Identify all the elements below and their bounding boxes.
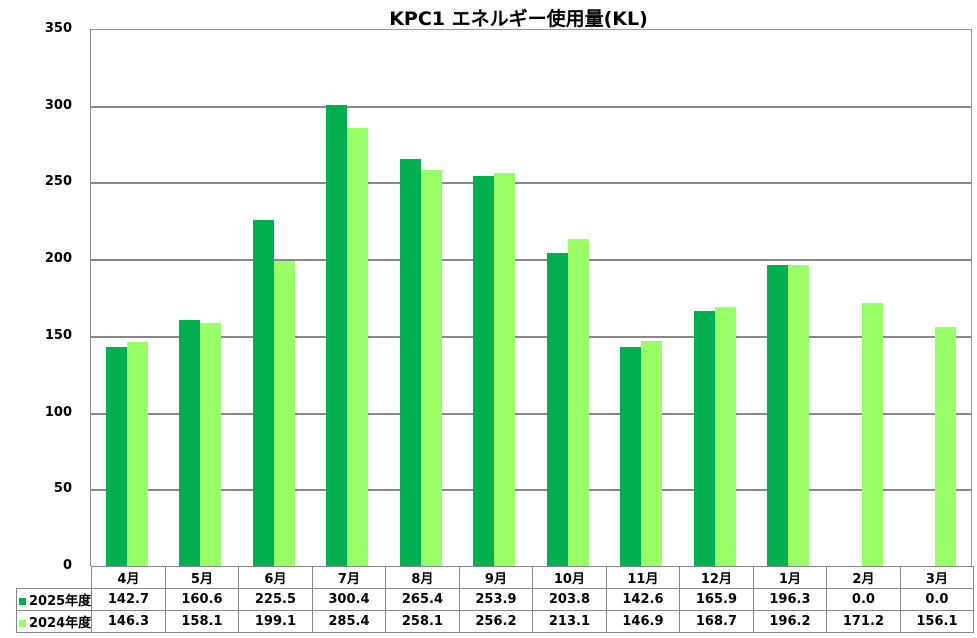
month-header: 5月 [164,566,240,589]
table-cell: 265.4 [385,588,460,611]
gridline [91,335,971,338]
row-label-text: 2025年度 [29,594,92,609]
table-row-2024: 2024年度 146.3 158.1 199.1 285.4 258.1 256.2 213… [15,610,975,633]
y-tick-label: 150 [44,327,72,343]
bar-2025 [546,253,568,566]
bar-2024 [714,307,736,566]
table-row-2025: 2025年度 142.7 160.6 225.5 300.4 265.4 253.9 203… [15,588,975,611]
month-header: 8月 [385,566,460,589]
bar-2025 [620,347,642,566]
y-tick-label: 250 [44,174,72,190]
table-cell: 0.0 [826,588,901,611]
month-header: 11月 [605,566,681,589]
table-cell: 203.8 [532,588,607,611]
table-cell: 253.9 [458,588,534,611]
month-header: 1月 [752,566,828,589]
bar-2024 [273,260,295,566]
y-tick-label: 300 [44,97,72,113]
bar-2024 [494,172,516,566]
bar-2025 [105,347,127,566]
table-cell: 168.7 [679,610,754,633]
y-tick-label: 0 [62,558,72,573]
table-cell: 165.9 [679,588,754,611]
table-cell: 158.1 [164,610,240,633]
month-header: 10月 [532,566,607,589]
gridline [91,182,971,185]
bar-2024 [567,239,589,566]
table-cell: 225.5 [238,588,313,611]
legend-key-2024-icon [19,620,26,627]
month-header: 9月 [458,566,534,589]
table-cell: 196.2 [752,610,828,633]
bar-2024 [788,264,810,566]
table-corner [17,567,92,589]
bar-2025 [473,176,495,566]
legend-key-2025-icon [19,598,26,605]
table-cell: 256.2 [458,610,534,633]
data-table: 4月 5月 6月 7月 8月 9月 10月 11月 12月 1月 2月 3月 2025年度 142.7… [15,566,975,633]
row-label-2024: 2024年度 [15,610,93,633]
gridline [91,259,971,262]
row-label-2025: 2025年度 [15,588,93,611]
month-header: 7月 [311,566,387,589]
table-cell: 285.4 [311,610,387,633]
table-cell: 213.1 [532,610,607,633]
bar-2024 [200,323,222,566]
gridline [91,105,971,108]
month-header: 2月 [826,566,901,589]
y-tick-label: 50 [53,481,72,497]
bar-2025 [179,319,201,566]
y-tick-label: 350 [44,21,72,36]
bar-2024 [641,340,663,566]
bar-2025 [767,264,789,566]
y-tick-label: 100 [44,404,72,420]
bar-2024 [861,303,883,566]
gridline [91,412,971,415]
bar-2024 [347,128,369,566]
table-cell: 171.2 [826,610,901,633]
table-cell: 142.7 [91,588,166,611]
gridline [91,489,971,492]
bar-2024 [935,326,957,566]
month-header: 4月 [91,566,166,589]
table-cell: 142.6 [605,588,681,611]
table-cell: 156.1 [899,610,975,633]
table-cell: 160.6 [164,588,240,611]
bar-2024 [420,170,442,566]
table-cell: 199.1 [238,610,313,633]
month-header-row: 4月 5月 6月 7月 8月 9月 10月 11月 12月 1月 2月 3月 [17,566,975,589]
table-cell: 196.3 [752,588,828,611]
bar-2025 [399,158,421,566]
plot-area [90,29,972,566]
row-label-text: 2024年度 [29,616,92,631]
table-cell: 258.1 [385,610,460,633]
table-cell: 146.3 [91,610,166,633]
y-tick-label: 200 [44,251,72,267]
month-header: 3月 [899,566,975,589]
month-header: 12月 [679,566,754,589]
bar-2025 [693,311,715,566]
table-cell: 146.9 [605,610,681,633]
bar-2025 [252,220,274,566]
bar-2024 [126,341,148,566]
table-cell: 0.0 [899,588,975,611]
table-cell: 300.4 [311,588,387,611]
month-header: 6月 [238,566,313,589]
chart-title: KPC1 エネルギー使用量(KL) [389,8,648,30]
bar-2025 [326,105,348,566]
